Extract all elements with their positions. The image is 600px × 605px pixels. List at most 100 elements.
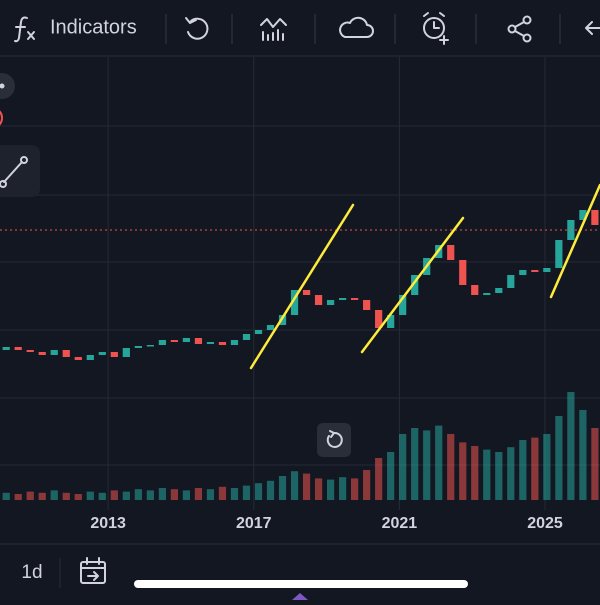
x-tick-label: 2021 [382, 515, 418, 532]
toolbar-separators [165, 14, 561, 44]
bottom-tab [292, 593, 308, 600]
volume-bar [122, 491, 130, 500]
candle-body [50, 350, 58, 355]
indicators-button[interactable]: Indicators [50, 16, 137, 38]
candle-body [363, 300, 371, 310]
volume-bar [218, 486, 227, 500]
volume-bar [387, 452, 395, 500]
goto-date-icon[interactable] [80, 557, 106, 584]
candle-body [122, 348, 130, 357]
line-tool-icon [0, 156, 28, 188]
share-icon[interactable] [507, 15, 532, 43]
candle-body [290, 290, 299, 315]
candle-body [338, 298, 347, 300]
volume-bar [507, 447, 515, 500]
candle-body [110, 352, 118, 357]
candle-body [326, 300, 335, 305]
volume-bar [230, 488, 239, 500]
volume-bar [579, 410, 587, 500]
candle-body [579, 210, 587, 220]
volume-bar [170, 489, 178, 500]
candle-body [242, 334, 251, 340]
volume-bar [519, 440, 527, 500]
volume-bar [194, 488, 203, 500]
volume-bar [435, 425, 443, 500]
volume-bar [338, 477, 347, 500]
volume-bar [495, 452, 503, 500]
candle-body [134, 346, 142, 348]
volume-bar [62, 492, 70, 500]
volume-bar [98, 492, 106, 500]
volume-bar [290, 471, 299, 500]
reset-button[interactable] [317, 423, 351, 457]
volume-bar [278, 476, 287, 500]
candle-body [158, 340, 166, 345]
volume-bar [26, 491, 34, 500]
volume-bar [254, 483, 263, 500]
candle-body [495, 288, 503, 293]
volume-bar [459, 442, 467, 500]
cloud-icon[interactable] [339, 16, 374, 38]
home-indicator [134, 580, 468, 588]
volume-bar [567, 392, 575, 500]
volume-bar [531, 437, 539, 500]
candle-body [459, 260, 467, 285]
trend-lines [249, 183, 600, 370]
back-icon[interactable] [585, 21, 600, 35]
candle-body [182, 338, 191, 342]
candle-body [254, 330, 263, 334]
candle-body [2, 347, 10, 350]
candle-body [447, 245, 455, 260]
interval-button[interactable]: 1d [21, 562, 42, 583]
volume-bar [351, 478, 359, 500]
candle-body [206, 342, 215, 344]
volume-bar [543, 434, 551, 500]
volume-bar [206, 489, 215, 500]
candle-body [38, 352, 46, 355]
candle-body [519, 270, 527, 275]
volume-bar [483, 449, 491, 500]
fx-icon[interactable] [14, 16, 35, 43]
candle-body [170, 340, 178, 342]
candle-body [399, 295, 407, 315]
volume-bar [14, 494, 22, 500]
toolbar [0, 0, 600, 56]
volume-bar [399, 434, 407, 500]
candle-body [62, 350, 70, 357]
volume-bar [110, 490, 118, 500]
candle-body [266, 325, 275, 330]
candle-body [230, 340, 239, 345]
volume-bar [411, 428, 419, 500]
tool-dot [0, 83, 5, 89]
volume-bar [2, 492, 10, 500]
volume-bar [326, 479, 335, 500]
undo-icon[interactable] [185, 17, 209, 40]
partial-label [0, 110, 3, 126]
x-tick-label: 2017 [236, 515, 272, 532]
volume-bar [146, 490, 154, 500]
reset-icon [326, 430, 343, 448]
candle-body [86, 355, 94, 360]
candle-body [146, 345, 154, 347]
volume-bar [423, 430, 431, 500]
candle-body [14, 347, 22, 350]
plot [2, 57, 599, 510]
candle-body [483, 293, 491, 295]
candle-body [531, 270, 539, 272]
volume-bar [182, 490, 191, 500]
volume-bar [375, 458, 383, 500]
candle-body [555, 240, 563, 268]
candle-body [74, 357, 82, 360]
volume-bar [302, 473, 311, 500]
volume-bar [471, 446, 479, 500]
tool-button[interactable] [0, 73, 15, 99]
candle-body [218, 342, 227, 345]
line-tool-button[interactable] [0, 145, 40, 197]
candle-body [26, 350, 34, 352]
chart-style-icon[interactable] [260, 18, 287, 41]
candle-body [375, 310, 383, 328]
volume-bar [314, 478, 323, 500]
alert-icon[interactable] [423, 12, 449, 45]
